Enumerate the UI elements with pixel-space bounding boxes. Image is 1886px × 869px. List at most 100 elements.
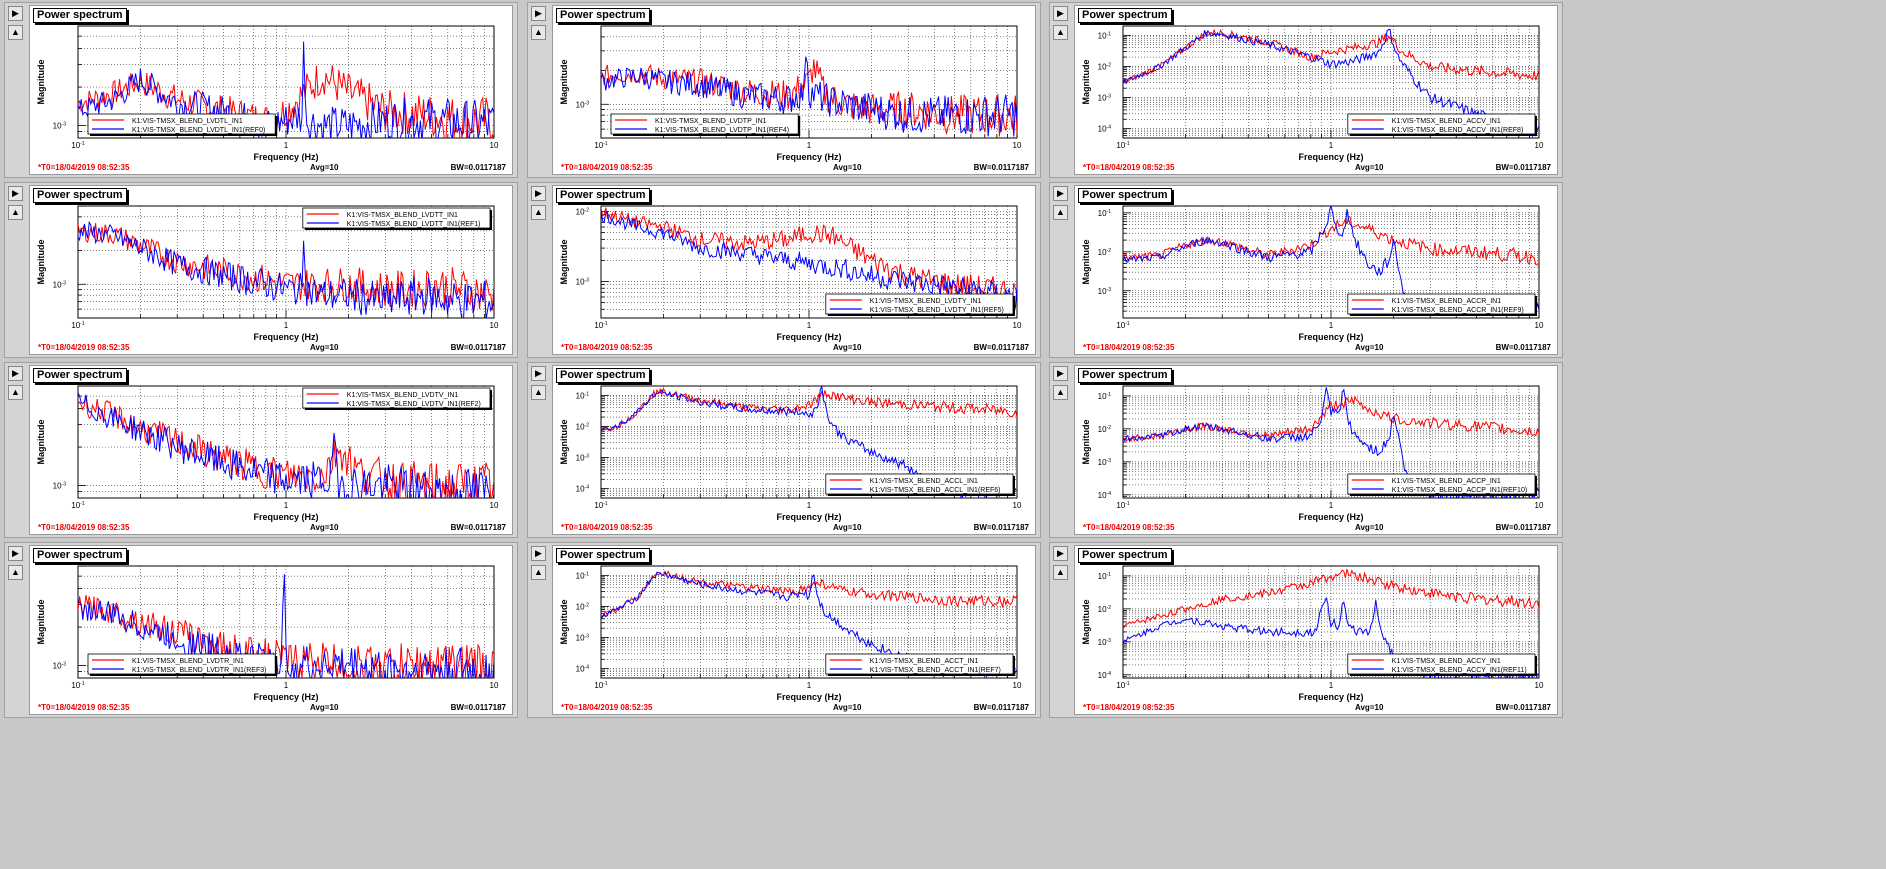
bandwidth-label: BW=0.0117187 — [1495, 343, 1551, 352]
timestamp-label: *T0=18/04/2019 08:52:35 — [561, 163, 653, 172]
legend-entry: K1:VIS-TMSX_BLEND_ACCT_IN1 — [870, 658, 979, 665]
y-tick-label: 10-1 — [1098, 209, 1112, 218]
x-tick-label: 10-1 — [71, 681, 85, 690]
collapse-button[interactable]: ▲ — [1053, 25, 1068, 40]
series-line-ref — [78, 41, 494, 138]
legend: K1:VIS-TMSX_BLEND_ACCV_IN1 K1:VIS-TMSX_BL… — [1347, 113, 1537, 136]
legend-entry: K1:VIS-TMSX_BLEND_ACCY_IN1 — [1392, 658, 1501, 665]
legend-box — [1347, 113, 1536, 135]
collapse-button[interactable]: ▲ — [8, 25, 23, 40]
x-axis-label: Frequency (Hz) — [253, 692, 318, 702]
expand-button[interactable]: ▶ — [531, 6, 546, 21]
expand-button[interactable]: ▶ — [531, 366, 546, 381]
y-axis-label: Magnitude — [559, 420, 569, 465]
legend: K1:VIS-TMSX_BLEND_ACCL_IN1 K1:VIS-TMSX_BL… — [825, 473, 1015, 496]
plot-canvas: Power spectrum *T0=18/04/2019 08:52:35 Avg… — [29, 5, 513, 175]
legend-box — [1347, 473, 1536, 495]
x-tick-label: 10-1 — [594, 681, 608, 690]
legend-box — [302, 207, 491, 229]
y-tick-label: 10-3 — [53, 482, 67, 491]
expand-button[interactable]: ▶ — [1053, 6, 1068, 21]
averages-label: Avg=10 — [1355, 523, 1384, 532]
timestamp-label: *T0=18/04/2019 08:52:35 — [1083, 163, 1175, 172]
expand-button[interactable]: ▶ — [1053, 366, 1068, 381]
x-tick-label: 10-1 — [594, 501, 608, 510]
y-axis-label: Magnitude — [559, 60, 569, 105]
legend-entry: K1:VIS-TMSX_BLEND_LVDTR_IN1(REF3) — [132, 667, 266, 674]
x-tick-label: 10 — [490, 321, 499, 330]
legend-entry: K1:VIS-TMSX_BLEND_ACCR_IN1 — [1392, 298, 1501, 305]
y-tick-label: 10-4 — [1098, 125, 1112, 134]
spectrum-panel: ▶ ▲ Power spectrum *T0=18/04/2019 08:52:35 A… — [1049, 182, 1563, 358]
spectrum-panel: ▶ ▲ Power spectrum *T0=18/04/2019 08:52:35 A… — [527, 542, 1041, 718]
averages-label: Avg=10 — [1355, 703, 1384, 712]
x-tick-label: 10 — [1013, 681, 1022, 690]
expand-button[interactable]: ▶ — [531, 546, 546, 561]
collapse-button[interactable]: ▲ — [1053, 205, 1068, 220]
spectrum-chart: 10-1 1 10 10-3 Frequency (Hz) Magnitude K1:VIS… — [36, 385, 499, 522]
plot-title: Power spectrum — [1078, 548, 1172, 563]
plot-title: Power spectrum — [33, 8, 127, 23]
x-axis-label: Frequency (Hz) — [253, 332, 318, 342]
y-axis-label: Magnitude — [1081, 240, 1091, 285]
y-tick-label: 10-2 — [576, 208, 590, 217]
legend-entry: K1:VIS-TMSX_BLEND_LVDTP_IN1 — [655, 118, 767, 125]
legend-box — [87, 113, 276, 135]
collapse-button[interactable]: ▲ — [531, 25, 546, 40]
x-axis-label: Frequency (Hz) — [776, 332, 841, 342]
legend-entry: K1:VIS-TMSX_BLEND_ACCL_IN1 — [870, 478, 978, 485]
y-tick-label: 10-4 — [1098, 671, 1112, 680]
y-tick-label: 10-3 — [1098, 638, 1112, 647]
averages-label: Avg=10 — [310, 163, 339, 172]
collapse-button[interactable]: ▲ — [8, 565, 23, 580]
spectrum-chart: 10-1 1 10 10-4 10-3 10-2 10-1 Frequency (Hz) Mag… — [559, 385, 1022, 522]
expand-button[interactable]: ▶ — [8, 366, 23, 381]
expand-button[interactable]: ▶ — [531, 186, 546, 201]
legend: K1:VIS-TMSX_BLEND_ACCP_IN1 K1:VIS-TMSX_BL… — [1347, 473, 1537, 496]
y-axis-label: Magnitude — [559, 600, 569, 645]
y-tick-label: 10-2 — [1098, 605, 1112, 614]
collapse-button[interactable]: ▲ — [1053, 385, 1068, 400]
spectrum-chart: 10-1 1 10 10-4 10-3 10-2 10-1 Frequency (Hz) Mag… — [559, 565, 1022, 702]
plot-canvas: Power spectrum *T0=18/04/2019 08:52:35 Avg… — [1074, 365, 1558, 535]
expand-button[interactable]: ▶ — [1053, 186, 1068, 201]
expand-button[interactable]: ▶ — [8, 546, 23, 561]
collapse-button[interactable]: ▲ — [8, 205, 23, 220]
x-tick-label: 10 — [490, 501, 499, 510]
series-line-ref — [601, 210, 1017, 309]
spectrum-panel: ▶ ▲ Power spectrum *T0=18/04/2019 08:52:35 A… — [4, 2, 518, 178]
collapse-button[interactable]: ▲ — [8, 385, 23, 400]
x-axis-label: Frequency (Hz) — [776, 692, 841, 702]
timestamp-label: *T0=18/04/2019 08:52:35 — [561, 703, 653, 712]
bandwidth-label: BW=0.0117187 — [450, 163, 506, 172]
plot-canvas: Power spectrum *T0=18/04/2019 08:52:35 Avg… — [1074, 5, 1558, 175]
collapse-button[interactable]: ▲ — [531, 205, 546, 220]
x-tick-label: 10 — [1535, 681, 1544, 690]
expand-button[interactable]: ▶ — [8, 186, 23, 201]
series-line-ref — [601, 56, 1017, 137]
plot-title: Power spectrum — [556, 8, 650, 23]
y-tick-label: 10-4 — [576, 665, 590, 674]
expand-button[interactable]: ▶ — [1053, 546, 1068, 561]
y-tick-label: 10-3 — [1098, 287, 1112, 296]
collapse-button[interactable]: ▲ — [531, 385, 546, 400]
legend: K1:VIS-TMSX_BLEND_LVDTY_IN1 K1:VIS-TMSX_B… — [825, 293, 1015, 316]
x-tick-label: 10-1 — [71, 321, 85, 330]
x-tick-label: 1 — [807, 681, 812, 690]
spectrum-panel: ▶ ▲ Power spectrum *T0=18/04/2019 08:52:35 A… — [527, 2, 1041, 178]
legend-box — [87, 653, 276, 675]
plot-frame — [600, 205, 1018, 319]
x-tick-label: 10 — [490, 141, 499, 150]
spectrum-panel: ▶ ▲ Power spectrum *T0=18/04/2019 08:52:35 A… — [4, 182, 518, 358]
expand-button[interactable]: ▶ — [8, 6, 23, 21]
plot-frame — [77, 385, 495, 499]
series-line-live — [1123, 28, 1539, 83]
x-tick-label: 1 — [807, 141, 812, 150]
plot-title: Power spectrum — [33, 368, 127, 383]
legend-entry: K1:VIS-TMSX_BLEND_LVDTY_IN1 — [870, 298, 982, 305]
x-tick-label: 10 — [490, 681, 499, 690]
y-tick-label: 10-3 — [576, 454, 590, 463]
collapse-button[interactable]: ▲ — [1053, 565, 1068, 580]
collapse-button[interactable]: ▲ — [531, 565, 546, 580]
x-tick-label: 10 — [1013, 501, 1022, 510]
